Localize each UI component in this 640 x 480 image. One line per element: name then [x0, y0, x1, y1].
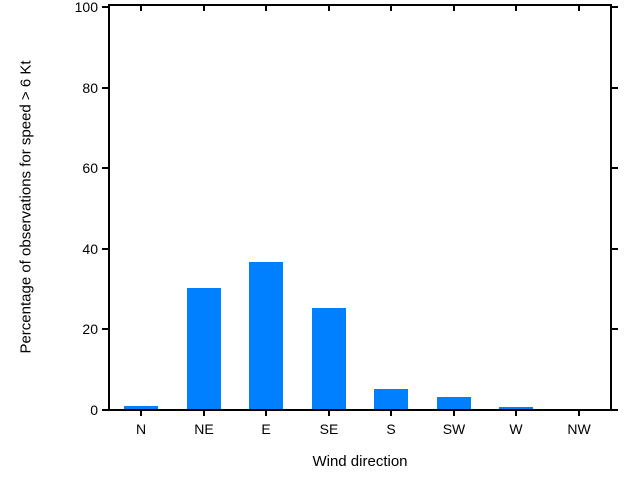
bottom-tick-mark — [140, 411, 142, 416]
bottom-tick-mark — [390, 411, 392, 416]
bottom-tick-mark — [578, 411, 580, 416]
bottom-tick-mark — [515, 411, 517, 416]
bar-ne — [187, 288, 221, 409]
y-tick-label: 40 — [82, 241, 98, 257]
x-tick-label: E — [261, 421, 271, 437]
y-tick-label: 60 — [82, 160, 98, 176]
x-tick-label: W — [509, 421, 523, 437]
y-tick-label: 100 — [74, 0, 98, 15]
right-tick-mark — [612, 6, 618, 8]
bottom-tick-mark — [328, 411, 330, 416]
left-tick-mark — [102, 87, 108, 89]
right-tick-mark — [612, 87, 618, 89]
top-tick-mark — [328, 6, 330, 11]
right-tick-mark — [612, 409, 618, 411]
top-tick-mark — [515, 6, 517, 11]
top-tick-mark — [578, 6, 580, 11]
left-tick-mark — [102, 6, 108, 8]
x-tick-label: SE — [319, 421, 339, 437]
top-tick-mark — [203, 6, 205, 11]
x-tick-label: N — [135, 421, 147, 437]
bar-sw — [437, 397, 471, 409]
y-tick-label: 0 — [90, 402, 98, 418]
bottom-tick-mark — [203, 411, 205, 416]
bar-n — [124, 406, 158, 409]
left-tick-mark — [102, 167, 108, 169]
right-tick-mark — [612, 328, 618, 330]
right-tick-mark — [612, 248, 618, 250]
top-tick-mark — [140, 6, 142, 11]
plot-area — [108, 4, 612, 411]
right-tick-mark — [612, 167, 618, 169]
left-tick-mark — [102, 248, 108, 250]
x-tick-label: NW — [567, 421, 591, 437]
bar-s — [374, 389, 408, 409]
left-tick-mark — [102, 328, 108, 330]
left-tick-mark — [102, 409, 108, 411]
y-tick-label: 20 — [82, 321, 98, 337]
bottom-tick-mark — [265, 411, 267, 416]
bottom-tick-mark — [453, 411, 455, 416]
bar-w — [499, 407, 533, 409]
y-tick-label: 80 — [82, 80, 98, 96]
top-tick-mark — [390, 6, 392, 11]
x-tick-label: SW — [442, 421, 466, 437]
top-tick-mark — [265, 6, 267, 11]
top-tick-mark — [453, 6, 455, 11]
bar-e — [249, 262, 283, 409]
x-tick-label: NE — [194, 421, 214, 437]
x-tick-label: S — [386, 421, 396, 437]
y-axis-label: Percentage of observations for speed > 6… — [17, 60, 35, 354]
bar-se — [312, 308, 346, 409]
x-axis-label: Wind direction — [312, 453, 408, 470]
